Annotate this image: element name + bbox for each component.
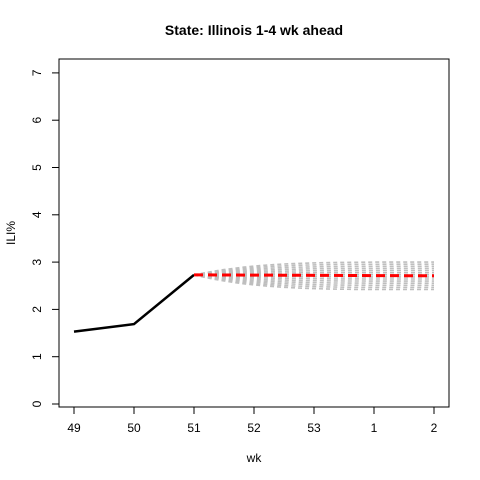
forecast-mean-group [193, 273, 435, 278]
forecast-band-line [193, 267, 434, 276]
x-axis-title: wk [246, 451, 263, 465]
x-tick-label: 52 [247, 421, 261, 435]
forecast-band-line [193, 274, 434, 289]
forecast-band-line [193, 269, 434, 276]
observed-series-group [73, 273, 195, 333]
forecast-band-line [193, 274, 434, 291]
y-axis-title: ILI% [4, 221, 18, 245]
forecast-band-line [193, 274, 434, 282]
forecast-band-line [193, 261, 434, 276]
forecast-band-line [193, 271, 434, 276]
x-tick-label: 50 [127, 421, 141, 435]
forecast-band-line [193, 274, 434, 280]
x-tick-label: 53 [307, 421, 321, 435]
observed-series-line [73, 273, 195, 333]
y-tick-label: 7 [30, 69, 44, 76]
chart-title: State: Illinois 1-4 wk ahead [165, 22, 343, 38]
y-axis: 0 1 2 3 4 5 6 7 [30, 69, 60, 407]
x-tick-label: 2 [431, 421, 438, 435]
forecast-band-line [193, 274, 434, 287]
forecast-band-line [193, 265, 434, 276]
forecast-mean-line [193, 273, 435, 278]
x-axis: 49 50 51 52 53 1 2 [67, 406, 438, 435]
x-tick-label: 1 [371, 421, 378, 435]
x-tick-label: 51 [187, 421, 201, 435]
y-tick-label: 0 [30, 400, 44, 407]
plot-frame [58, 58, 450, 408]
y-tick-label: 3 [30, 258, 44, 265]
forecast-band-line [193, 274, 434, 285]
y-tick-label: 1 [30, 353, 44, 360]
y-tick-label: 6 [30, 117, 44, 124]
y-tick-label: 4 [30, 211, 44, 218]
forecast-band-line [193, 263, 434, 276]
x-tick-label: 49 [67, 421, 81, 435]
y-tick-label: 5 [30, 164, 44, 171]
y-tick-label: 2 [30, 306, 44, 313]
